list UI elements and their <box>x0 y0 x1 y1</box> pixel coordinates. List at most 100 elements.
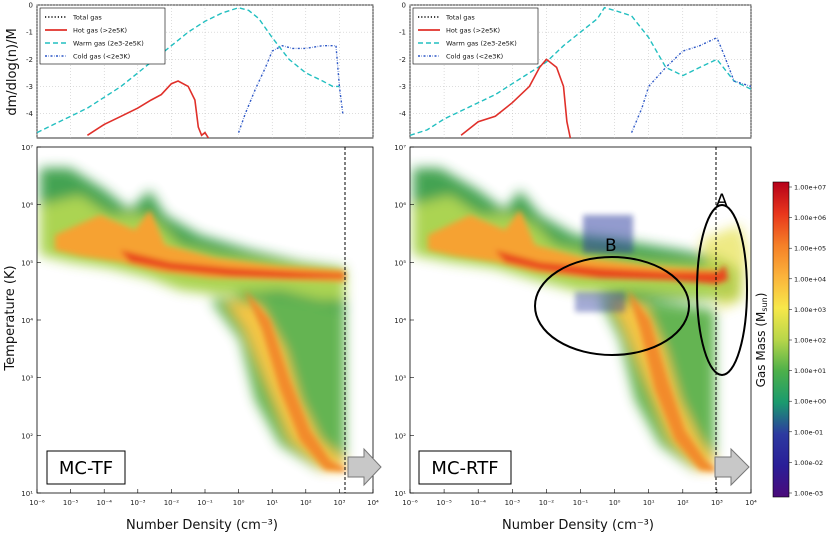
y-tick-labels: 10¹ 10² 10³ 10⁴ 10⁵ 10⁶ 10⁷ <box>394 144 414 498</box>
arrow-right-icon <box>714 447 750 487</box>
x-tick-label: 10⁻² <box>164 499 180 507</box>
colorbar-tick-label: 1.00e-01 <box>794 428 823 436</box>
x-tick-label: 10³ <box>334 499 346 507</box>
legend-label: Cold gas (<2e3K) <box>446 53 503 61</box>
y-tick-label: 10⁴ <box>394 317 406 325</box>
x-tick-label: 10⁻⁶ <box>402 499 418 507</box>
colorbar-tick-label: 1.00e+07 <box>794 184 826 192</box>
y-tick-label: 10² <box>394 432 406 440</box>
grid <box>409 4 752 138</box>
x-tick-label: 10⁰ <box>609 499 621 507</box>
colorbar-tick-label: 1.00e+03 <box>794 306 826 314</box>
x-tick-label: 10⁻¹ <box>573 499 589 507</box>
y-tick-label: 10⁶ <box>21 202 33 210</box>
y-tick-label: 10² <box>21 432 33 440</box>
x-tick-label: 10⁴ <box>367 499 379 507</box>
y-tick-label: -1 <box>399 29 406 37</box>
panel-label-box: MC-TF <box>46 450 126 485</box>
x-tick-labels: 10⁻⁶ 10⁻⁵ 10⁻⁴ 10⁻³ 10⁻² 10⁻¹ 10⁰ 10¹ 10² 10³ 10⁴ <box>402 489 757 507</box>
legend: Total gas Hot gas (>2e5K) Warm gas (2e3-2e… <box>39 7 166 65</box>
annotation-ellipse-a <box>696 204 748 376</box>
y-tick-label: 10³ <box>21 375 33 383</box>
y-tick-label: 0 <box>402 2 406 10</box>
colorbar-ramp <box>772 181 790 498</box>
y-tick-labels: 0 -1 -2 -3 -4 <box>399 2 407 119</box>
colorbar-tick-label: 1.00e+05 <box>794 245 826 253</box>
colorbar-tick-label: 1.00e+04 <box>794 275 826 283</box>
x-tick-label: 10⁻³ <box>130 499 146 507</box>
colorbar: 1.00e+07 1.00e+06 1.00e+05 1.00e+04 1.00e+03… <box>754 181 826 498</box>
colorbar-tick-label: 1.00e+06 <box>794 214 826 222</box>
y-tick-label: -3 <box>399 83 406 91</box>
colorbar-tick-label: 1.00e+00 <box>794 398 826 406</box>
grid <box>36 4 374 138</box>
panel-label-box: MC-RTF <box>418 450 512 485</box>
x-tick-label: 10² <box>677 499 689 507</box>
line-panel-hot-warm-cold-mc-tf: 0 -1 -2 -3 -4 Total gas Hot gas (>2e5K) Warm g… <box>26 2 374 139</box>
y-tick-label: -2 <box>399 56 406 64</box>
y-tick-labels: 0 -1 -2 -3 -4 <box>26 2 34 119</box>
line-panel-hot-warm-cold-mc-rtf: 0 -1 -2 -3 -4 Total gas Hot gas (>2e5K) Warm g… <box>399 2 752 139</box>
bottom-left-x-axis-title: Number Density (cm⁻³) <box>126 518 278 533</box>
legend-label: Cold gas (<2e3K) <box>73 53 130 61</box>
series-group <box>37 6 344 138</box>
y-tick-label: 10⁴ <box>21 317 33 325</box>
x-tick-label: 10² <box>300 499 312 507</box>
y-tick-label: 10⁵ <box>21 259 33 267</box>
y-tick-label: 10⁶ <box>394 202 406 210</box>
phase-panel-mc-rtf: B A 10⁻⁶ 10⁻⁵ 10⁻⁴ 10⁻³ 10⁻² 10⁻¹ 10⁰ 10¹ 10² 10³… <box>394 144 757 507</box>
series-line <box>410 6 751 136</box>
series-line <box>460 58 572 138</box>
annotation-label-a: A <box>716 191 728 211</box>
y-tick-labels: 10¹ 10² 10³ 10⁴ 10⁵ 10⁶ 10⁷ <box>21 144 41 498</box>
x-tick-label: 10⁰ <box>233 499 245 507</box>
panel-label: MC-RTF <box>431 458 498 479</box>
series-group <box>410 6 751 138</box>
top-y-axis-title: dm/dlog(n)/M <box>5 28 20 115</box>
panel-label: MC-TF <box>59 458 113 479</box>
x-tick-label: 10⁻⁶ <box>29 499 45 507</box>
annotation-ellipse-b <box>534 256 690 356</box>
legend-label: Warm gas (2e3-2e5K) <box>73 40 144 48</box>
legend-box <box>412 7 539 65</box>
y-tick-label: 10¹ <box>394 490 406 498</box>
colorbar-tick-label: 1.00e+02 <box>794 337 826 345</box>
y-tick-label: -2 <box>26 56 33 64</box>
x-tick-label: 10⁻³ <box>505 499 521 507</box>
colorbar-tick-label: 1.00e-03 <box>794 490 823 498</box>
x-tick-label: 10⁻⁴ <box>96 499 112 507</box>
y-tick-label: -3 <box>26 83 33 91</box>
colorbar-title: Gas Mass (Msun) <box>754 293 769 388</box>
legend: Total gas Hot gas (>2e5K) Warm gas (2e3-2e… <box>412 7 539 65</box>
x-tick-label: 10⁻¹ <box>197 499 213 507</box>
y-tick-label: 10⁵ <box>394 259 406 267</box>
y-tick-label: 0 <box>29 2 33 10</box>
x-tick-label: 10⁻² <box>539 499 555 507</box>
x-tick-label: 10⁻⁵ <box>63 499 79 507</box>
y-tick-label: 10⁷ <box>21 144 33 152</box>
colorbar-tick-label: 1.00e+01 <box>794 367 826 375</box>
phase-distribution <box>40 168 345 472</box>
y-tick-label: -1 <box>26 29 33 37</box>
series-line <box>37 6 340 134</box>
x-tick-label: 10¹ <box>643 499 655 507</box>
y-tick-label: 10¹ <box>21 490 33 498</box>
legend-label: Total gas <box>445 14 475 22</box>
x-tick-label: 10⁴ <box>745 499 757 507</box>
x-tick-label: 10⁻⁴ <box>470 499 486 507</box>
colorbar-tick-label: 1.00e-02 <box>794 459 823 467</box>
legend-label: Hot gas (>2e5K) <box>73 27 127 35</box>
x-tick-labels: 10⁻⁶ 10⁻⁵ 10⁻⁴ 10⁻³ 10⁻² 10⁻¹ 10⁰ 10¹ 10² 10³ 10⁴ <box>29 489 379 507</box>
y-tick-label: -4 <box>26 110 34 118</box>
y-tick-label: -4 <box>399 110 407 118</box>
x-tick-label: 10¹ <box>266 499 278 507</box>
y-tick-label: 10³ <box>394 375 406 383</box>
legend-label: Warm gas (2e3-2e5K) <box>446 40 517 48</box>
legend-label: Hot gas (>2e5K) <box>446 27 500 35</box>
bottom-y-axis-title: Temperature (K) <box>3 265 18 371</box>
x-tick-label: 10³ <box>711 499 723 507</box>
x-tick-label: 10⁻⁵ <box>436 499 452 507</box>
legend-box <box>39 7 166 65</box>
legend-label: Total gas <box>72 14 102 22</box>
